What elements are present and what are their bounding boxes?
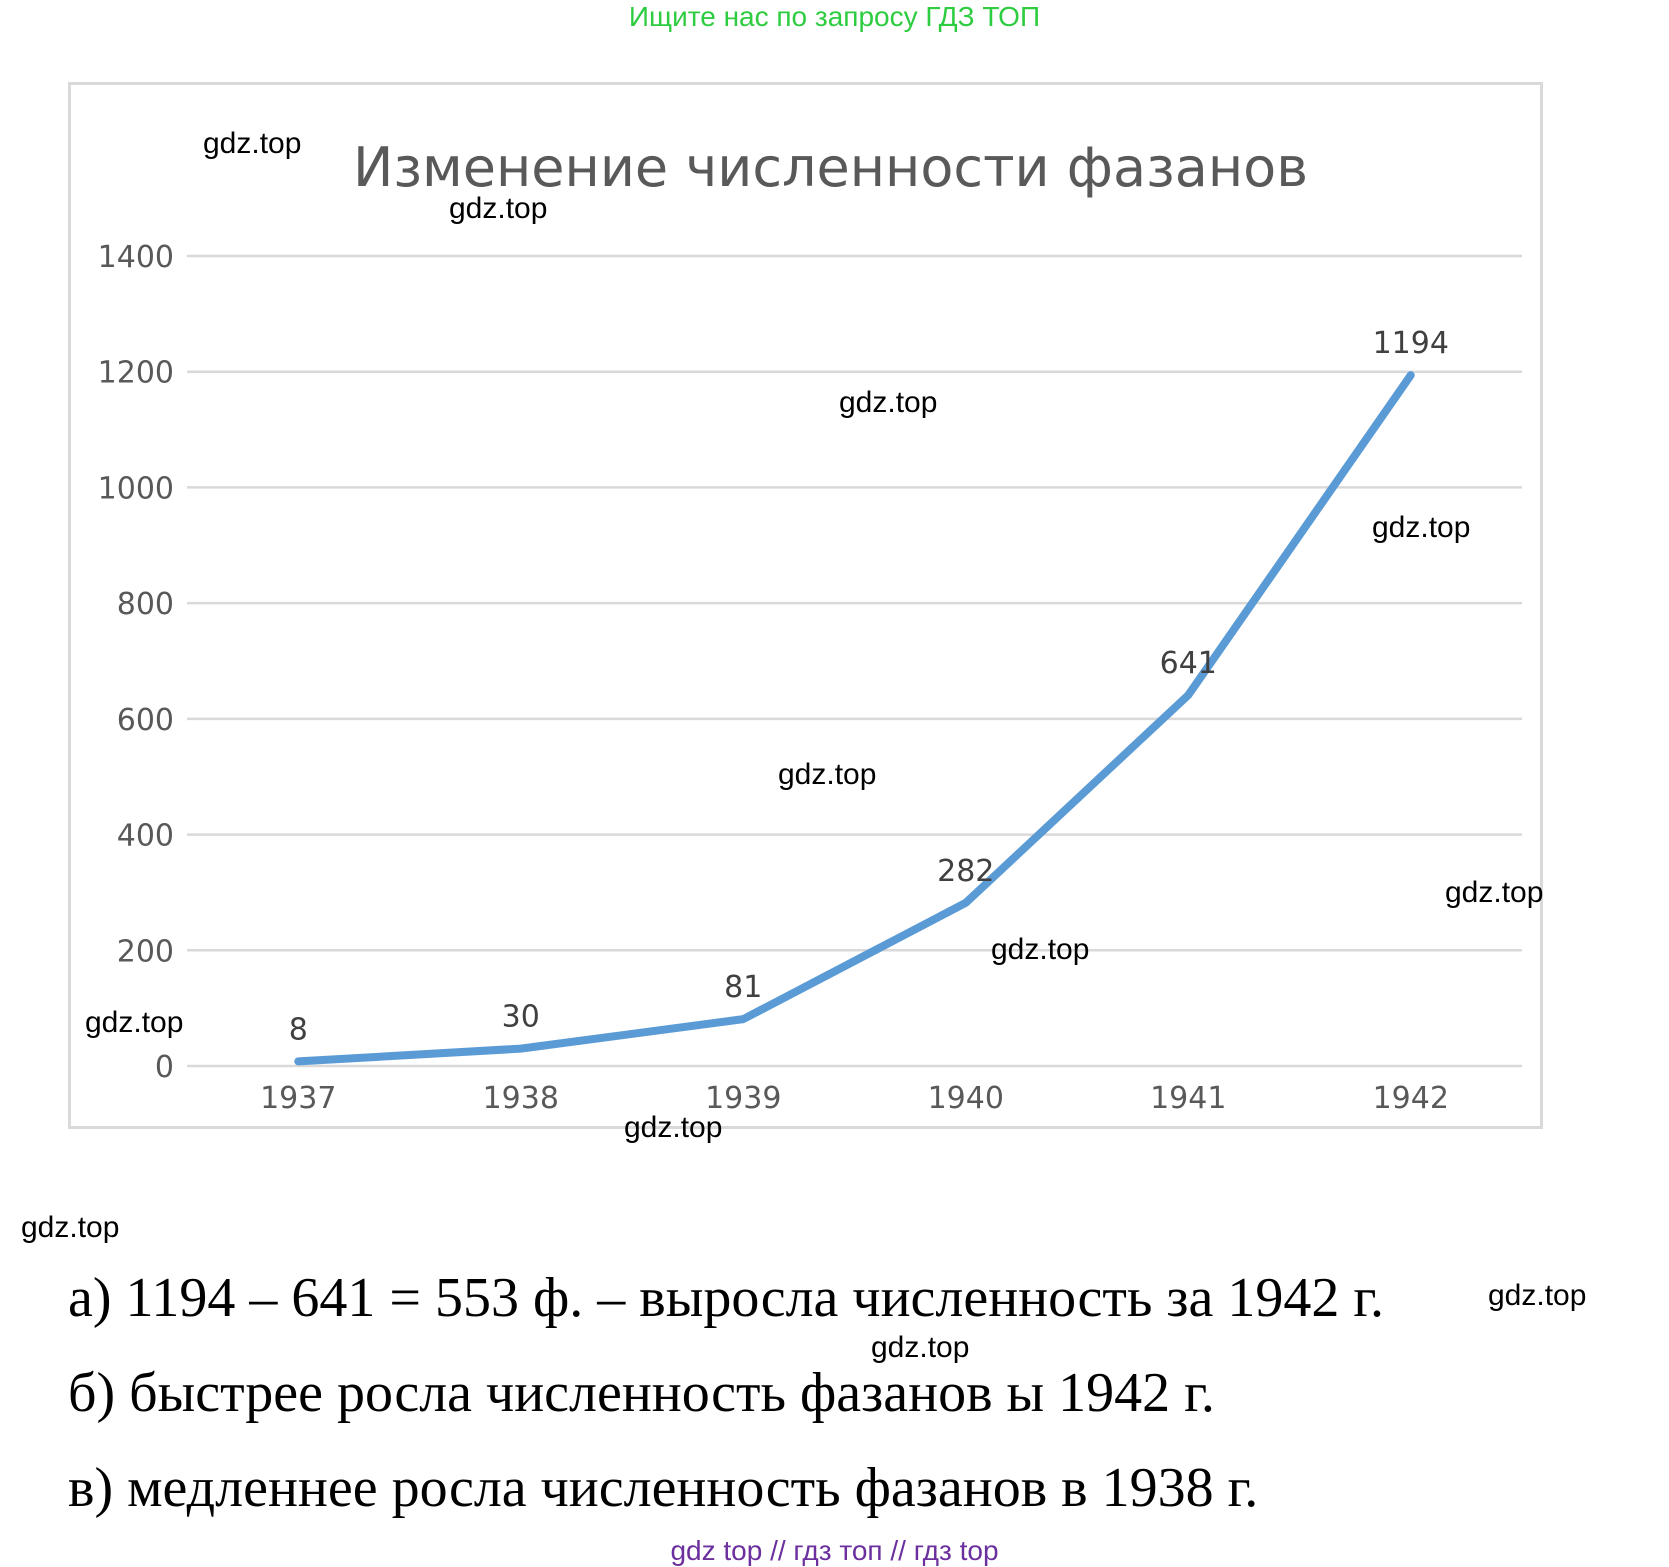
gridlines xyxy=(187,256,1522,1066)
x-tick-label: 1940 xyxy=(928,1081,1004,1116)
data-label: 641 xyxy=(1160,646,1217,681)
watermark: gdz.top xyxy=(839,386,937,420)
answer-c: в) медленнее росла численность фазанов в… xyxy=(68,1456,1258,1520)
watermark: gdz.top xyxy=(778,758,876,792)
watermark: gdz.top xyxy=(624,1111,722,1145)
y-axis-ticks: 0 200 400 600 800 1000 1200 1400 xyxy=(98,240,174,1085)
watermark: gdz.top xyxy=(203,127,301,161)
x-tick-label: 1941 xyxy=(1150,1081,1226,1116)
data-labels: 8 30 81 282 641 1194 xyxy=(289,326,1449,1047)
data-label: 81 xyxy=(724,970,762,1005)
watermark: gdz.top xyxy=(85,1006,183,1040)
watermark: gdz.top xyxy=(991,933,1089,967)
data-label: 30 xyxy=(502,1000,540,1035)
watermark: gdz.top xyxy=(449,192,547,226)
watermark: gdz.top xyxy=(871,1331,969,1365)
watermark: gdz.top xyxy=(1372,511,1470,545)
y-tick-label: 400 xyxy=(117,819,174,854)
x-tick-label: 1937 xyxy=(260,1081,336,1116)
watermark: gdz.top xyxy=(1445,876,1543,910)
watermark: gdz.top xyxy=(21,1211,119,1245)
y-tick-label: 600 xyxy=(117,703,174,738)
y-tick-label: 1000 xyxy=(98,471,174,506)
y-tick-label: 1200 xyxy=(98,356,174,391)
answer-a: а) 1194 – 641 = 553 ф. – выросла численн… xyxy=(68,1266,1384,1330)
y-tick-label: 200 xyxy=(117,934,174,969)
watermark: gdz.top xyxy=(1488,1279,1586,1313)
data-label: 8 xyxy=(289,1012,308,1047)
footer-links: gdz top // гдз топ // гдз top xyxy=(0,1535,1669,1567)
data-label: 1194 xyxy=(1373,326,1449,361)
x-tick-label: 1942 xyxy=(1373,1081,1449,1116)
y-tick-label: 1400 xyxy=(98,240,174,275)
answer-b: б) быстрее росла численность фазанов ы 1… xyxy=(68,1361,1215,1425)
data-label: 282 xyxy=(937,854,994,889)
x-tick-label: 1938 xyxy=(483,1081,559,1116)
y-tick-label: 0 xyxy=(155,1050,174,1085)
y-tick-label: 800 xyxy=(117,587,174,622)
